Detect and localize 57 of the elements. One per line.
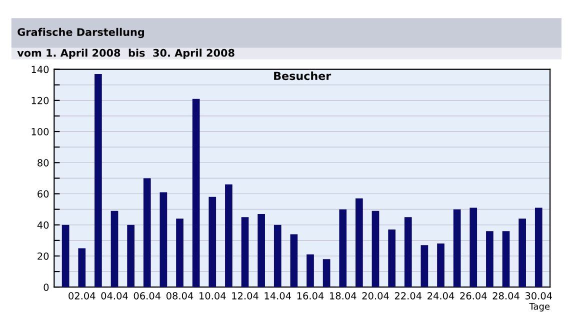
bar [437, 244, 444, 288]
bar [78, 248, 86, 288]
bar [62, 224, 70, 288]
bar [404, 217, 412, 288]
bar [518, 218, 526, 288]
y-tick-label: 60 [38, 190, 49, 198]
bar [225, 184, 232, 288]
x-tick-label: 14.04 [264, 292, 291, 300]
x-tick-label: 08.04 [166, 292, 194, 300]
bar [420, 245, 428, 288]
x-tick-label: 22.04 [394, 292, 422, 300]
bar [274, 224, 282, 288]
annotation: Besucher [274, 71, 332, 80]
bar [322, 259, 330, 288]
bar [258, 214, 265, 288]
x-tick-label: 04.04 [101, 292, 128, 300]
x-tick-label: 02.04 [68, 292, 96, 300]
y-tick-label: 140 [32, 66, 49, 74]
y-tick-label: 80 [38, 159, 49, 166]
x-tick-label: 30.04 [525, 292, 552, 300]
x-tick-label: 24.04 [428, 292, 454, 300]
y-tick-label: 40 [37, 221, 49, 229]
bar [94, 74, 102, 288]
bar [453, 209, 461, 288]
bar [208, 196, 216, 288]
bar [241, 217, 249, 288]
bar [160, 192, 168, 288]
bar [176, 218, 184, 288]
y-tick-label: 0 [44, 284, 49, 291]
bar [290, 234, 298, 288]
bar [127, 224, 134, 288]
x-tick-label: 12.04 [232, 292, 258, 300]
x-tick-label: 16.04 [297, 292, 324, 300]
y-tick-label: 120 [32, 96, 49, 104]
y-tick-label: 100 [32, 128, 49, 136]
chart-subtitle: vom 1. April 2008 bis 30. April 2008 [17, 48, 234, 59]
chart-title: Grafische Darstellung [18, 28, 144, 38]
x-tick-label: 06.04 [134, 292, 160, 300]
bar [486, 231, 494, 288]
bar [192, 98, 200, 288]
bar [110, 210, 118, 288]
bar [534, 208, 542, 288]
bar [306, 254, 314, 288]
bar [502, 231, 510, 288]
bar [143, 178, 151, 288]
bar [372, 210, 380, 288]
x-tick-label: 18.04 [330, 292, 356, 300]
bar [470, 208, 478, 288]
bar [388, 230, 396, 288]
x-tick-label: 20.04 [362, 292, 389, 300]
bar [339, 209, 347, 288]
bar [356, 198, 363, 288]
x-axis-title: Tage [529, 303, 550, 312]
x-tick-label: 26.04 [460, 292, 487, 300]
x-tick-label: 10.04 [200, 292, 226, 300]
y-tick-label: 20 [38, 252, 49, 260]
x-tick-label: 28.04 [492, 292, 520, 300]
